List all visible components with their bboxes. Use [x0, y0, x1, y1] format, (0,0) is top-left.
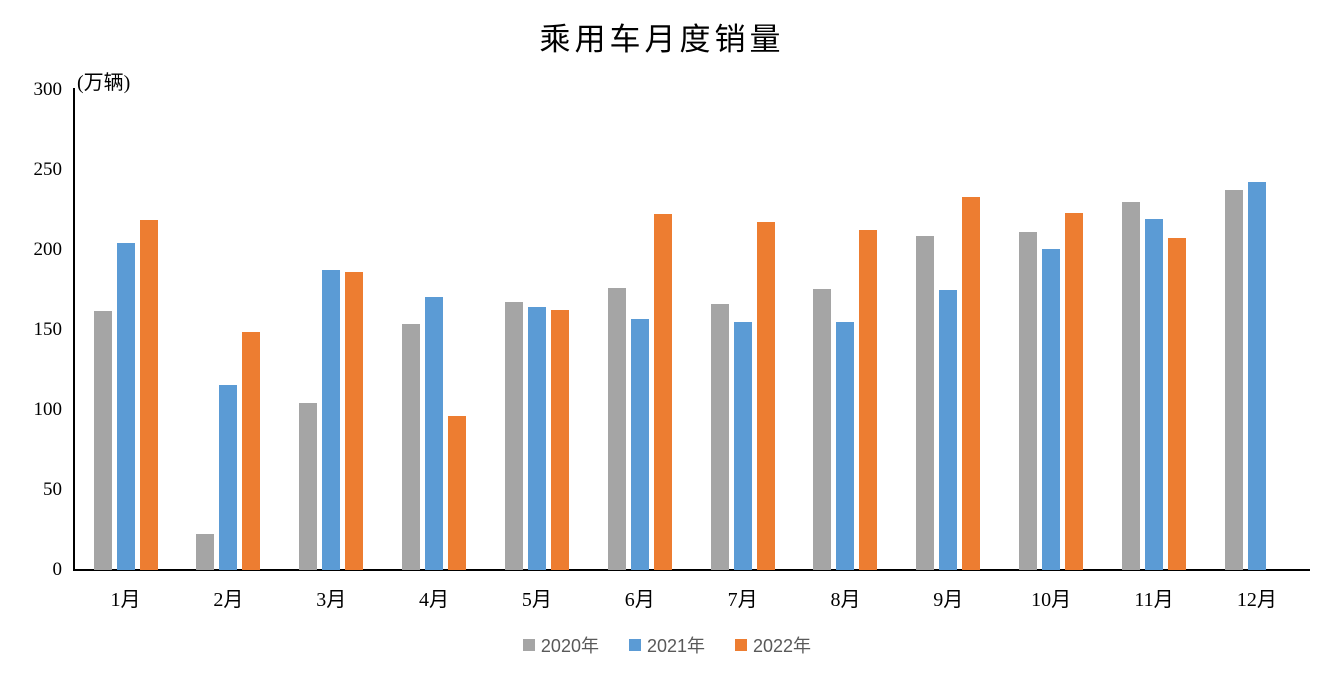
legend-swatch-icon: [628, 639, 641, 651]
x-axis-tick-label: 7月: [727, 589, 758, 611]
bar-2021年-8月: [836, 322, 855, 570]
x-axis-tick-label: 12月: [1236, 589, 1277, 611]
x-axis-tick-label: 10月: [1031, 589, 1072, 611]
bar-2021年-10月: [1042, 249, 1061, 570]
x-axis-tick-label: 3月: [316, 589, 347, 611]
bar-2020年-2月: [196, 534, 215, 570]
x-axis-tick-label: 5月: [521, 589, 552, 611]
legend-item-2021年: 2021年: [628, 632, 706, 658]
legend: 2020年 2021年 2022年: [0, 632, 1334, 658]
bar-2021年-4月: [425, 297, 444, 570]
x-axis-tick-label: 4月: [419, 589, 450, 611]
bar-2020年-10月: [1019, 232, 1038, 570]
bar-2022年-9月: [962, 197, 981, 570]
bar-2020年-9月: [916, 236, 935, 570]
x-axis-tick-label: 2月: [213, 589, 244, 611]
x-axis-tick-label: 8月: [830, 589, 861, 611]
bar-2020年-5月: [504, 302, 523, 570]
y-axis-line: [73, 88, 75, 571]
bar-2022年-2月: [242, 332, 261, 570]
bar-2021年-9月: [939, 290, 958, 570]
legend-item-2022年: 2022年: [735, 632, 811, 658]
y-axis-tick-label: 0: [52, 559, 63, 580]
bar-2022年-10月: [1065, 213, 1084, 570]
bar-2021年-12月: [1247, 182, 1266, 570]
bar-2022年-4月: [448, 416, 467, 570]
bar-2021年-5月: [527, 307, 546, 570]
bar-2020年-6月: [607, 288, 626, 570]
y-axis-tick-label: 200: [33, 239, 63, 260]
bar-2020年-7月: [710, 304, 729, 570]
bar-2020年-3月: [299, 403, 318, 570]
y-axis-tick-label: 300: [33, 79, 63, 100]
bar-2022年-5月: [550, 310, 569, 570]
legend-swatch-icon: [522, 639, 535, 651]
bar-2021年-3月: [322, 270, 341, 570]
bar-2020年-8月: [813, 289, 832, 570]
chart-title: 乘用车月度销量: [539, 22, 785, 57]
bar-2021年-7月: [733, 322, 752, 570]
x-axis-tick-label: 9月: [933, 589, 964, 611]
y-axis-tick-label: 250: [33, 159, 63, 180]
bar-2021年-2月: [219, 385, 238, 570]
bar-2022年-11月: [1168, 238, 1186, 570]
y-axis-tick-label: 100: [33, 399, 63, 420]
legend-swatch-icon: [735, 639, 748, 651]
legend-label: 2022年: [753, 636, 812, 656]
bar-2020年-1月: [93, 311, 112, 570]
x-axis-line: [73, 569, 1310, 571]
bar-2021年-1月: [116, 243, 135, 570]
bar-2020年-11月: [1122, 202, 1140, 570]
bar-2020年-12月: [1224, 190, 1243, 570]
x-axis-tick-label: 11月: [1134, 589, 1174, 611]
legend-label: 2021年: [646, 636, 706, 656]
y-axis-unit-label: (万辆): [77, 72, 131, 94]
bar-2021年-11月: [1145, 219, 1163, 570]
x-axis-tick-label: 6月: [624, 589, 655, 611]
bar-2022年-7月: [756, 222, 775, 570]
bar-2020年-4月: [402, 324, 421, 570]
bar-2022年-1月: [139, 220, 158, 570]
y-axis-tick-label: 150: [33, 319, 63, 340]
bar-2022年-3月: [345, 272, 364, 570]
legend-label: 2020年: [540, 636, 599, 656]
bar-2021年-6月: [630, 319, 649, 570]
x-axis-tick-label: 1月: [110, 589, 141, 611]
bar-2022年-6月: [653, 214, 672, 570]
y-axis-tick-label: 50: [43, 479, 62, 500]
legend-item-2020年: 2020年: [522, 632, 599, 658]
bar-2022年-8月: [859, 230, 878, 570]
